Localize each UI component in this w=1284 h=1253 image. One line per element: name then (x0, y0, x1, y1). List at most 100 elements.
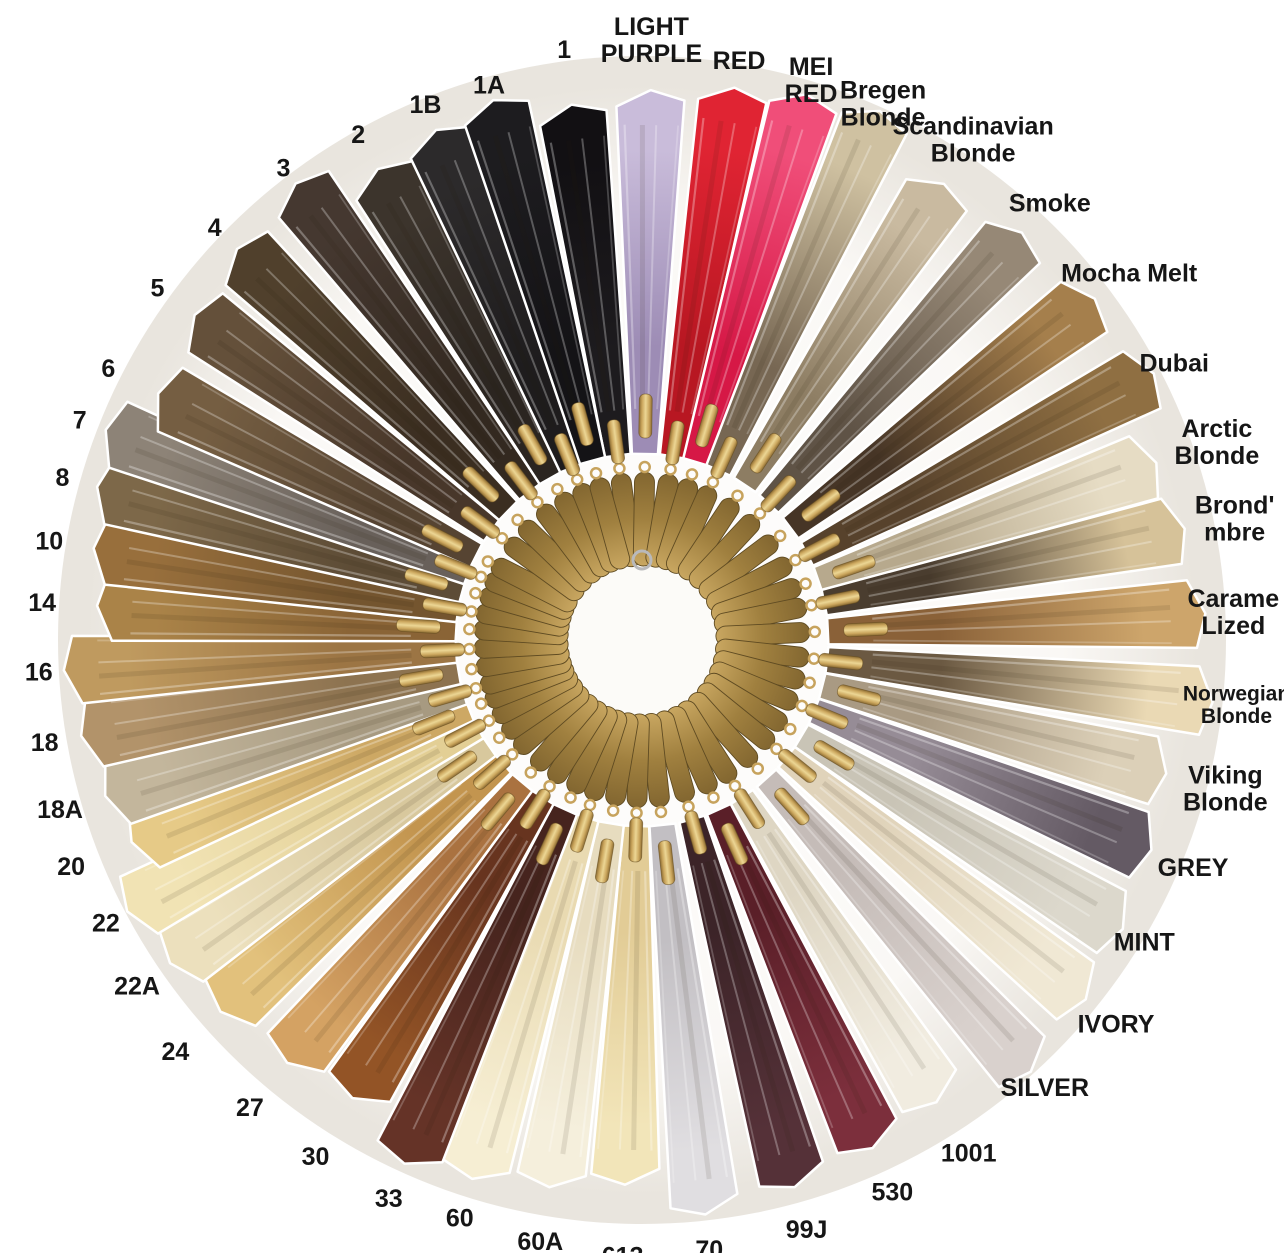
hair-strand-highlight (145, 713, 424, 812)
hair-strand-highlight (287, 808, 486, 1019)
tag-ring (808, 625, 822, 639)
hair-strand-highlight (866, 691, 1135, 761)
hair-strand-highlight (386, 202, 529, 442)
hair-strand-highlight (566, 139, 612, 412)
swatch-label-530: 530 (871, 1179, 913, 1207)
hair-strand-highlight (250, 793, 473, 997)
hair-crimp (427, 684, 472, 708)
hair-strand-highlight (867, 525, 1150, 593)
swatch-label-mocha-melt: Mocha Melt (1061, 260, 1198, 288)
hair-strand-highlight (731, 138, 861, 430)
swatch-label-1: 1 (557, 36, 571, 64)
hair-strand-highlight (663, 869, 697, 1181)
hair-strand-highlight (128, 465, 424, 567)
hair-strand-highlight (872, 604, 1171, 629)
hair-strand-highlight (745, 845, 883, 1107)
hair-strand-highlight (787, 818, 988, 1066)
swatch-label-22a: 22A (114, 973, 160, 1001)
hair-strand-highlight (833, 768, 1079, 936)
hair-strand-highlight (169, 755, 444, 919)
hair-strand-highlight (860, 479, 1126, 569)
hair-strand-highlight (391, 840, 529, 1083)
hair-strand-highlight (126, 559, 415, 608)
swatch-hardware-red (645, 420, 685, 568)
hair-strand-highlight (819, 298, 1053, 494)
tag-ring (799, 577, 812, 590)
hair-strand-highlight (304, 814, 493, 1033)
hair-crimp (606, 419, 625, 465)
hair-crimp (801, 488, 841, 522)
hair-strand-highlight (487, 860, 578, 1149)
hair-strand-highlight (227, 783, 462, 969)
hair-strand-highlight (201, 383, 442, 526)
swatch-label-brond-mbre: Brond' mbre (1195, 491, 1275, 546)
swatch-label-grey: GREY (1158, 854, 1229, 882)
hair-swatch-light-purple (615, 88, 686, 456)
hair-strand-highlight (623, 124, 637, 409)
hair-swatch-3 (277, 169, 542, 501)
hair-strand-highlight (392, 845, 537, 1121)
hair-strand-highlight (734, 850, 854, 1120)
swatch-hardware-530 (666, 706, 749, 866)
hair-crimp (749, 432, 782, 474)
hair-strand-highlight (476, 140, 572, 421)
hair-swatch-2 (355, 159, 564, 486)
hair-strand-highlight (191, 403, 438, 534)
swatch-label-20: 20 (57, 853, 85, 881)
hair-crimp (805, 703, 849, 730)
hair-swatch-60a (516, 819, 626, 1189)
swatch-label-7: 7 (73, 406, 87, 434)
swatch-hardware-33 (535, 706, 618, 866)
hair-strand-highlight (872, 620, 1171, 633)
hair-strand-highlight (870, 675, 1175, 727)
swatch-hardware-5 (460, 506, 585, 602)
ring-center (568, 566, 716, 714)
tag-ring (685, 468, 699, 481)
hair-crimp (460, 506, 501, 539)
hair-crimp (733, 788, 766, 830)
hair-strand-highlight (821, 780, 1065, 974)
swatch-label-14: 14 (28, 589, 56, 617)
swatch-label-60: 60 (446, 1205, 474, 1233)
hair-strand-highlight (800, 261, 1004, 474)
hair-swatch-530 (705, 802, 898, 1155)
hair-swatch-613 (589, 824, 661, 1186)
hair-strand-highlight (313, 817, 498, 1043)
hair-strand-highlight (718, 135, 825, 423)
hair-crimp (638, 393, 653, 439)
hair-strand-highlight (870, 562, 1157, 606)
hair-strand-highlight (160, 748, 441, 905)
hair-strand-highlight (265, 268, 479, 479)
hair-strand-highlight (399, 196, 533, 438)
hair-strand-highlight (710, 129, 804, 420)
hair-strand-highlight (858, 464, 1122, 565)
tag-ring (606, 804, 620, 817)
swatch-label-arctic-blonde: Arctic Blonde (1175, 415, 1260, 470)
hair-strand-highlight (526, 865, 594, 1149)
swatch-label-18a: 18A (37, 796, 83, 824)
swatch-label-carame-lized: Carame Lized (1187, 585, 1279, 640)
swatch-label-8: 8 (56, 464, 70, 492)
hair-strand-highlight (838, 760, 1091, 918)
hair-swatch-1001 (729, 788, 958, 1114)
hair-strand-highlight (207, 355, 450, 514)
hair-strand-highlight (216, 339, 455, 509)
hair-strand-highlight (418, 185, 540, 434)
swatch-label-16: 16 (25, 658, 53, 686)
tag-ring (707, 791, 720, 804)
hair-crimp (519, 788, 551, 830)
hair-strand-highlight (455, 856, 563, 1138)
hair-swatch-27 (266, 772, 534, 1073)
hair-strand-highlight (119, 688, 417, 757)
hair-swatch-mei-red (682, 93, 838, 467)
hair-crimp (665, 420, 685, 466)
hair-crimp (595, 838, 615, 884)
hair-strand-highlight (859, 717, 1130, 815)
hair-strand-highlight (201, 771, 455, 952)
hair-strand-highlight (123, 519, 418, 589)
hair-strand-highlight (114, 675, 415, 725)
hair-swatch-mocha-melt (781, 280, 1109, 540)
hair-crimp (419, 642, 465, 659)
hardware-layer (396, 393, 889, 886)
